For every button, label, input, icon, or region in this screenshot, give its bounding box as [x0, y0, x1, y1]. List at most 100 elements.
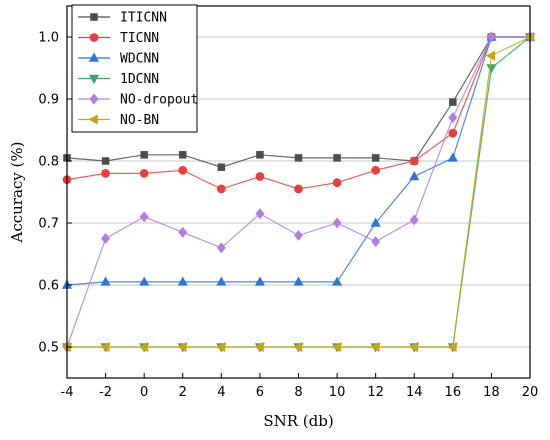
- data-point: [254, 341, 264, 353]
- series-layer: [61, 31, 536, 353]
- legend-label: ITICNN: [120, 11, 167, 26]
- x-tick-label: 12: [367, 385, 384, 400]
- data-point: [100, 341, 110, 353]
- x-tick-label: -2: [99, 385, 112, 400]
- legend: ITICNN TICNN WDCNN 1DCNN NO-dropout NO-BN: [71, 4, 198, 133]
- series-no-dropout: [62, 31, 535, 353]
- series-no-bn: [61, 31, 534, 353]
- legend-item: 1DCNN: [78, 72, 159, 87]
- data-point: [216, 184, 226, 194]
- data-point: [293, 229, 304, 241]
- data-point: [256, 151, 264, 159]
- x-tick-label: 20: [522, 385, 539, 400]
- data-point: [139, 276, 150, 286]
- legend-label: 1DCNN: [120, 72, 159, 87]
- data-point: [448, 128, 458, 138]
- x-tick-label: 10: [329, 385, 346, 400]
- data-point: [254, 276, 266, 286]
- x-tick-label: 4: [217, 385, 225, 400]
- data-point: [409, 171, 420, 181]
- legend-label: WDCNN: [120, 52, 159, 67]
- data-point: [486, 64, 497, 74]
- data-point: [217, 163, 226, 171]
- x-tick-label: 8: [294, 385, 302, 400]
- legend-item: NO-BN: [78, 113, 159, 128]
- data-point: [408, 341, 419, 353]
- data-point: [293, 276, 304, 286]
- y-tick-label: 0.5: [38, 341, 59, 356]
- x-tick-label: 18: [483, 385, 500, 400]
- data-point: [485, 50, 496, 61]
- data-point: [449, 98, 457, 106]
- legend-box: [71, 4, 198, 133]
- data-point: [139, 169, 149, 178]
- data-point: [215, 341, 226, 353]
- data-point: [448, 112, 458, 124]
- x-tick-label: 6: [256, 385, 264, 400]
- data-point: [255, 172, 265, 181]
- legend-label: NO-dropout: [120, 93, 198, 108]
- legend-swatch-marker: [88, 114, 98, 125]
- data-point: [101, 169, 110, 178]
- data-point: [216, 276, 227, 286]
- y-tick-label: 0.6: [38, 279, 59, 294]
- x-axis-label: SNR (db): [263, 412, 333, 430]
- data-point: [294, 184, 303, 194]
- data-point: [447, 341, 457, 353]
- x-tick-label: -4: [61, 385, 74, 400]
- legend-swatch-marker: [88, 74, 100, 84]
- data-point: [101, 157, 110, 165]
- data-point: [177, 276, 188, 286]
- data-point: [293, 341, 303, 353]
- legend-item: WDCNN: [78, 52, 159, 67]
- y-tick-label: 0.7: [38, 217, 59, 232]
- data-point: [370, 217, 381, 227]
- legend-item: TICNN: [78, 31, 159, 46]
- data-point: [370, 341, 380, 353]
- x-tick-label: 0: [140, 385, 148, 400]
- data-point: [333, 154, 341, 162]
- data-point: [178, 165, 188, 175]
- data-point: [100, 276, 111, 286]
- legend-swatch-marker: [88, 52, 100, 62]
- data-point: [139, 211, 149, 223]
- series-ticnn: [62, 32, 535, 194]
- axis-ticks: 0.5 0.6 0.7 0.8 0.9 1.0 -4 -2 0 2 4 6 8 10 12 14 16 18 20: [38, 31, 538, 401]
- legend-label: NO-BN: [120, 113, 159, 128]
- data-point: [486, 31, 496, 43]
- x-tick-label: 2: [179, 385, 187, 400]
- y-tick-label: 1.0: [38, 31, 59, 46]
- data-point: [524, 31, 534, 43]
- legend-item: ITICNN: [78, 11, 167, 26]
- data-point: [371, 165, 381, 175]
- data-point: [140, 151, 148, 159]
- data-point: [447, 152, 458, 162]
- data-point: [294, 154, 303, 162]
- legend-swatch-marker: [90, 13, 98, 21]
- y-tick-label: 0.8: [38, 155, 59, 170]
- data-point: [409, 156, 419, 166]
- data-point: [177, 341, 187, 353]
- legend-item: NO-dropout: [78, 93, 198, 108]
- data-point: [332, 178, 342, 188]
- legend-swatch-marker: [89, 93, 99, 105]
- data-point: [409, 214, 419, 226]
- data-point: [178, 226, 188, 238]
- y-axis-label: Accuracy (%): [8, 141, 26, 243]
- data-point: [331, 276, 343, 286]
- data-point: [332, 217, 342, 229]
- data-point: [138, 341, 148, 353]
- data-point: [371, 154, 380, 162]
- x-tick-label: 16: [445, 385, 462, 400]
- legend-swatch-marker: [89, 33, 99, 42]
- data-point: [331, 341, 341, 353]
- data-point: [371, 236, 381, 248]
- x-tick-label: 14: [406, 385, 423, 400]
- data-point: [101, 233, 111, 244]
- y-tick-label: 0.9: [38, 93, 59, 108]
- data-point: [255, 208, 265, 220]
- data-point: [178, 151, 187, 159]
- legend-label: TICNN: [120, 31, 159, 46]
- data-point: [216, 242, 226, 254]
